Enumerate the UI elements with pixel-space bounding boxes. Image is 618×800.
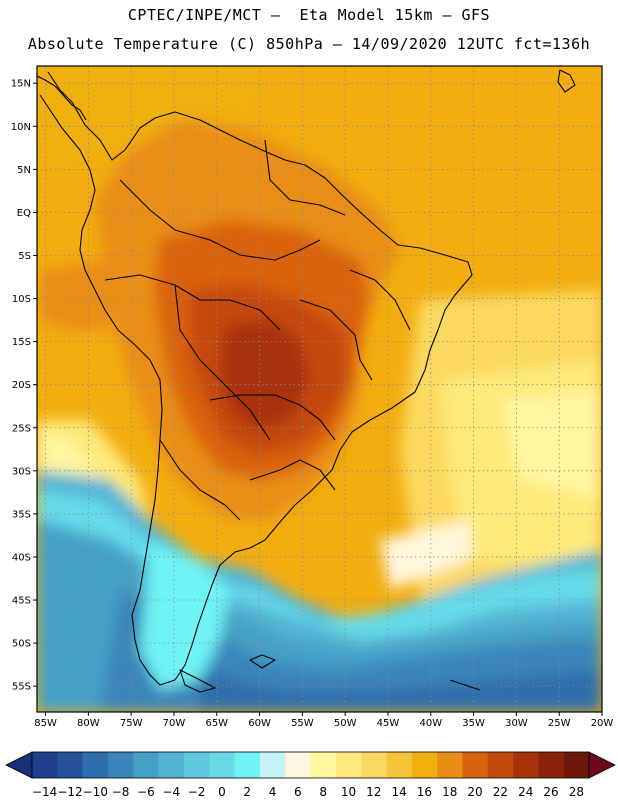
colorbar-label: 26	[543, 785, 558, 799]
lon-tick-label: 25W	[548, 718, 571, 729]
colorbar-label: 20	[467, 785, 482, 799]
colorbar-label: −4	[162, 785, 180, 799]
colorbar-label: 28	[569, 785, 584, 799]
lat-tick-label: 20S	[12, 380, 31, 391]
lat-tick-label: EQ	[17, 208, 31, 219]
lat-tick-label: 15S	[12, 337, 31, 348]
colorbar-swatch	[57, 752, 83, 778]
lat-tick-label: 10S	[12, 294, 31, 305]
lon-tick-label: 50W	[334, 718, 357, 729]
colorbar-swatch	[285, 752, 311, 778]
lon-tick-label: 35W	[462, 718, 485, 729]
lon-tick-label: 85W	[34, 718, 57, 729]
colorbar-swatch	[183, 752, 210, 778]
lat-tick-label: 50S	[12, 639, 31, 650]
colorbar-label: 18	[442, 785, 457, 799]
lat-tick-label: 35S	[12, 509, 31, 520]
colorbar-swatch	[437, 752, 463, 778]
colorbar-swatch	[310, 752, 337, 778]
colorbar-swatch	[487, 752, 514, 778]
lat-tick-label: 5N	[17, 165, 31, 176]
colorbar-label: 2	[243, 785, 251, 799]
lon-tick-label: 80W	[77, 718, 100, 729]
colorbar-swatch	[158, 752, 185, 778]
longitude-axis: 85W 80W 75W 70W 65W 60W 55W 50W 45W 40W 35W 30W 25W 2…	[34, 712, 613, 729]
colorbar-label: 8	[319, 785, 327, 799]
lat-tick-label: 45S	[12, 596, 31, 607]
colorbar-swatch	[462, 752, 489, 778]
lon-tick-label: 65W	[205, 718, 228, 729]
lon-tick-label: 30W	[505, 718, 528, 729]
lat-tick-label: 30S	[12, 466, 31, 477]
colorbar-label: 10	[341, 785, 356, 799]
lon-tick-label: 55W	[291, 718, 314, 729]
lon-tick-label: 20W	[591, 718, 614, 729]
colorbar-label: −2	[188, 785, 206, 799]
coastline	[37, 69, 576, 693]
lat-tick-label: 15N	[11, 79, 31, 90]
colorbar-label: 12	[366, 785, 381, 799]
colorbar-swatch	[32, 752, 58, 778]
colorbar-swatch	[386, 752, 413, 778]
colorbar-label: 16	[417, 785, 432, 799]
colorbar-swatch	[563, 752, 590, 778]
title-field: Absolute Temperature (C) 850hPa – 14/09/…	[27, 35, 591, 53]
colorbar-label: 4	[269, 785, 277, 799]
colorbar-swatch	[361, 752, 387, 778]
colorbar-swatch	[234, 752, 261, 778]
colorbar-swatch	[411, 752, 438, 778]
lat-tick-label: 10N	[11, 122, 31, 133]
colorbar: −14 −12 −10 −8 −6 −4 −2 0 2 4 6 8 10 12 14 16 18 20 22 24 26…	[5, 751, 616, 799]
title-model: CPTEC/INPE/MCT – Eta Model 15km – GFS	[127, 6, 491, 24]
colorbar-label: 6	[294, 785, 302, 799]
colorbar-label: −10	[83, 785, 108, 799]
lat-tick-label: 55S	[12, 682, 31, 693]
lat-tick-label: 25S	[12, 423, 31, 434]
colorbar-label: 24	[518, 785, 533, 799]
colorbar-label: −12	[57, 785, 82, 799]
colorbar-label: 0	[218, 785, 226, 799]
colorbar-swatch	[133, 752, 159, 778]
colorbar-label: −8	[112, 785, 130, 799]
map-frame	[36, 65, 603, 713]
colorbar-swatch	[209, 752, 235, 778]
colorbar-label: −6	[137, 785, 155, 799]
lat-tick-label: 40S	[12, 552, 31, 563]
colorbar-label: 14	[391, 785, 406, 799]
colorbar-swatch	[335, 752, 362, 778]
latitude-axis: 15N 10N 5N EQ 5S 10S 15S 20S 25S 30S 35S 40S 45S 50S 5…	[11, 79, 37, 693]
colorbar-high-arrow	[588, 751, 616, 779]
colorbar-swatch	[82, 752, 109, 778]
lon-tick-label: 60W	[248, 718, 271, 729]
lon-tick-label: 45W	[377, 718, 400, 729]
colorbar-low-arrow	[5, 751, 33, 779]
lon-tick-label: 40W	[419, 718, 442, 729]
colorbar-swatch	[107, 752, 134, 778]
colorbar-label: −14	[32, 785, 57, 799]
temperature-field	[37, 66, 602, 712]
colorbar-swatch	[259, 752, 286, 778]
colorbar-frame	[31, 751, 590, 779]
lon-tick-label: 75W	[120, 718, 143, 729]
colorbar-label: 22	[493, 785, 508, 799]
colorbar-swatch	[538, 752, 564, 778]
lon-tick-label: 70W	[163, 718, 186, 729]
colorbar-swatch	[513, 752, 539, 778]
lat-tick-label: 5S	[18, 251, 31, 262]
